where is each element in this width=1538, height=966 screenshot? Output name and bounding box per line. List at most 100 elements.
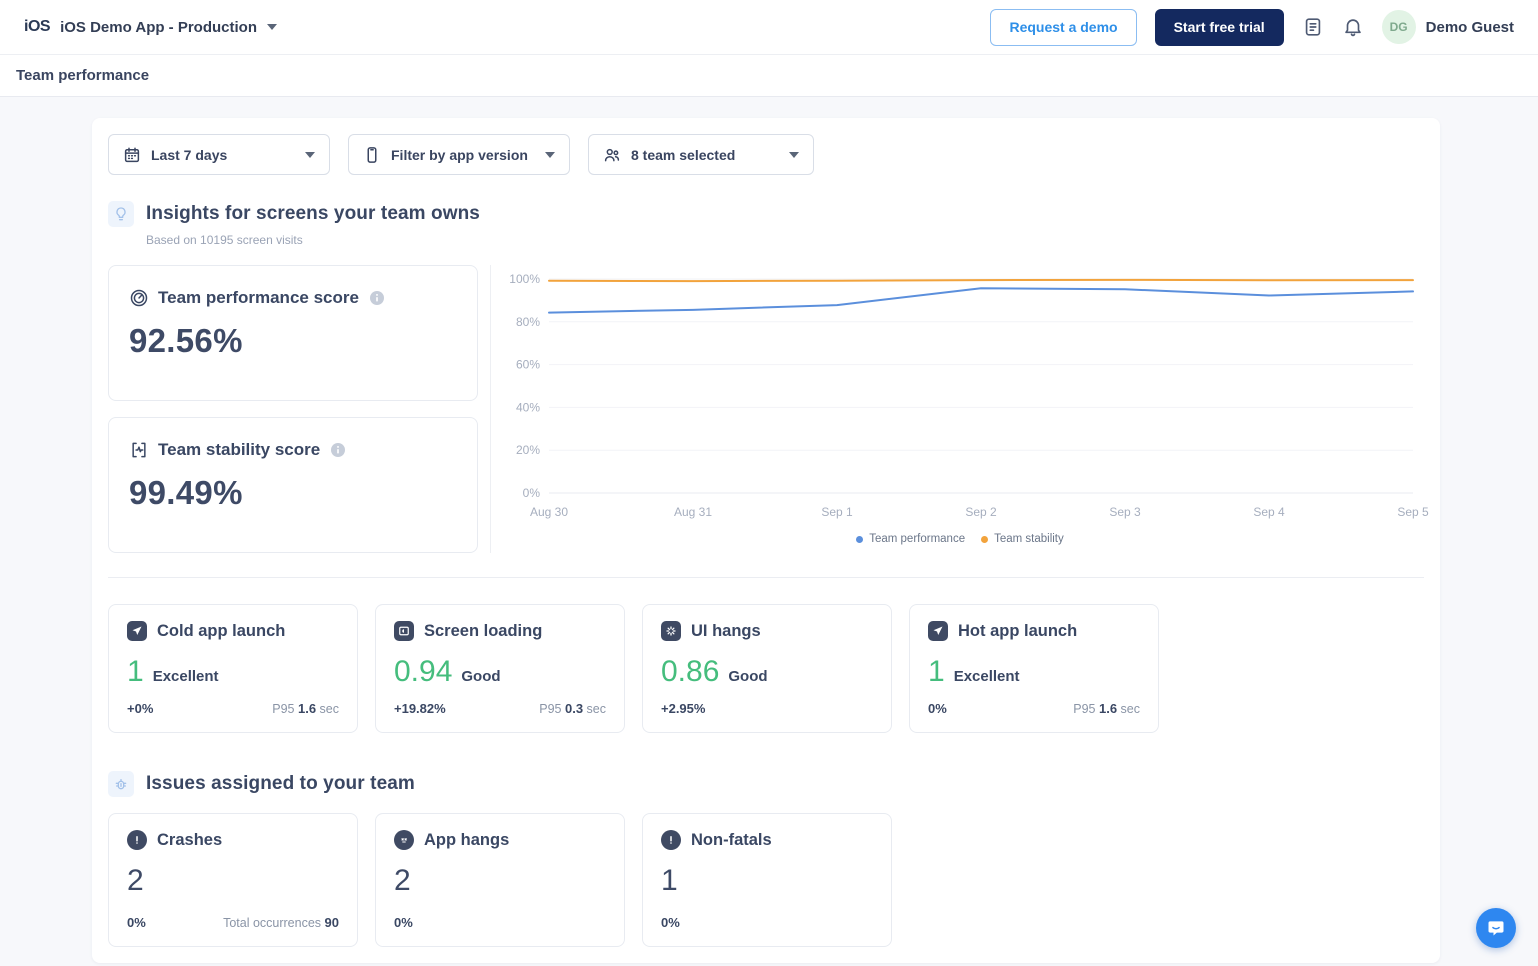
svg-text:20%: 20% [516,443,540,457]
issue-title: Non-fatals [691,831,772,850]
info-icon[interactable] [370,291,384,305]
cold-app-launch-card[interactable]: Cold app launch 1 Excellent +0% P95 1.6 … [108,604,358,733]
svg-text:60%: 60% [516,358,540,372]
rocket-icon [127,621,147,641]
issue-delta: 0% [394,915,413,930]
metric-title: Screen loading [424,622,542,641]
issue-tiles-row: Crashes 2 0% Total occurrences 90 [108,813,1424,947]
app-version-value: Filter by app version [391,147,528,163]
changelog-icon[interactable] [1302,16,1324,38]
issue-title: Crashes [157,831,222,850]
svg-text:100%: 100% [509,272,540,286]
ui-hangs-card[interactable]: UI hangs 0.86 Good +2.95% [642,604,892,733]
date-range-value: Last 7 days [151,147,227,163]
legend-dot [981,536,988,543]
team-performance-score-card[interactable]: Team performance score 92.56% [108,265,478,401]
app-version-filter[interactable]: Filter by app version [348,134,570,175]
team-icon [603,146,621,164]
avatar: DG [1382,10,1416,44]
section-divider [108,577,1424,578]
svg-text:80%: 80% [516,315,540,329]
legend-item-performance[interactable]: Team performance [856,533,965,545]
chevron-down-icon [305,152,315,158]
date-range-filter[interactable]: Last 7 days [108,134,330,175]
issue-total-occurrences: Total occurrences 90 [223,915,339,930]
lightbulb-icon [108,201,134,227]
team-stability-score-card[interactable]: Team stability score 99.49% [108,417,478,553]
svg-text:Sep 5: Sep 5 [1397,505,1429,519]
svg-text:Sep 4: Sep 4 [1253,505,1285,519]
svg-text:Aug 31: Aug 31 [674,505,712,519]
page-title: Team performance [16,67,149,84]
metric-rating: Excellent [954,668,1020,685]
ios-logo: iOS [24,18,50,36]
top-navbar: iOS iOS Demo App - Production Request a … [0,0,1538,55]
user-menu[interactable]: DG Demo Guest [1382,10,1514,44]
chart-legend: Team performance Team stability [491,533,1429,545]
stability-score-title: Team stability score [158,440,320,460]
chevron-down-icon [267,24,277,30]
issue-value: 2 [394,864,411,898]
info-icon[interactable] [331,443,345,457]
chat-bubble-icon [1486,918,1506,938]
metric-title: UI hangs [691,622,761,641]
score-cards-column: Team performance score 92.56% [108,265,478,553]
legend-label: Team stability [994,533,1064,545]
metric-delta: +0% [127,701,153,716]
hot-app-launch-card[interactable]: Hot app launch 1 Excellent 0% P95 1.6 se… [909,604,1159,733]
chevron-down-icon [789,152,799,158]
chat-widget-button[interactable] [1476,908,1516,948]
metric-value: 0.86 [661,655,719,689]
request-demo-button[interactable]: Request a demo [990,9,1136,46]
performance-score-value: 92.56% [129,322,457,360]
non-fatal-alert-icon [661,830,681,850]
svg-text:40%: 40% [516,400,540,414]
screen-loading-icon [394,621,414,641]
screen-loading-card[interactable]: Screen loading 0.94 Good +19.82% P95 0.3… [375,604,625,733]
metric-tiles-row: Cold app launch 1 Excellent +0% P95 1.6 … [108,604,1424,733]
metric-rating: Excellent [153,668,219,685]
metric-rating: Good [461,668,500,685]
app-selector[interactable]: iOS iOS Demo App - Production [24,18,277,36]
issue-delta: 0% [661,915,680,930]
metric-title: Hot app launch [958,622,1077,641]
metric-value: 1 [127,655,144,689]
metric-value: 0.94 [394,655,452,689]
filters-row: Last 7 days Filter by app version [108,134,1424,175]
legend-label: Team performance [869,533,965,545]
team-performance-panel: Last 7 days Filter by app version [92,118,1440,963]
issue-value: 2 [127,864,144,898]
insights-chart-svg: 0%20%40%60%80%100%Aug 30Aug 31Sep 1Sep 2… [491,267,1429,525]
app-selector-label: iOS Demo App - Production [60,19,257,36]
notifications-bell-icon[interactable] [1342,16,1364,38]
issues-title: Issues assigned to your team [146,773,415,795]
stability-score-value: 99.49% [129,474,457,512]
start-free-trial-button[interactable]: Start free trial [1155,9,1284,46]
svg-text:Sep 1: Sep 1 [821,505,853,519]
chevron-down-icon [545,152,555,158]
insights-section-heading: Insights for screens your team owns [108,201,1424,227]
non-fatals-card[interactable]: Non-fatals 1 0% [642,813,892,947]
metric-p95: P95 1.6 sec [272,701,339,716]
rocket-icon [928,621,948,641]
metric-p95: P95 0.3 sec [539,701,606,716]
crashes-card[interactable]: Crashes 2 0% Total occurrences 90 [108,813,358,947]
stability-icon [129,440,149,460]
metric-rating: Good [728,668,767,685]
spinner-icon [661,621,681,641]
page-header: Team performance [0,55,1538,97]
crash-alert-icon [127,830,147,850]
svg-text:Sep 2: Sep 2 [965,505,997,519]
main-content: Last 7 days Filter by app version [0,97,1538,963]
dizzy-face-icon [394,830,414,850]
svg-text:0%: 0% [523,486,541,500]
legend-item-stability[interactable]: Team stability [981,533,1064,545]
insights-body: Team performance score 92.56% [108,265,1424,553]
team-filter[interactable]: 8 team selected [588,134,814,175]
metric-delta: +19.82% [394,701,446,716]
metric-delta: +2.95% [661,701,705,716]
app-hangs-card[interactable]: App hangs 2 0% [375,813,625,947]
legend-dot [856,536,863,543]
svg-text:Sep 3: Sep 3 [1109,505,1141,519]
issue-delta: 0% [127,915,146,930]
